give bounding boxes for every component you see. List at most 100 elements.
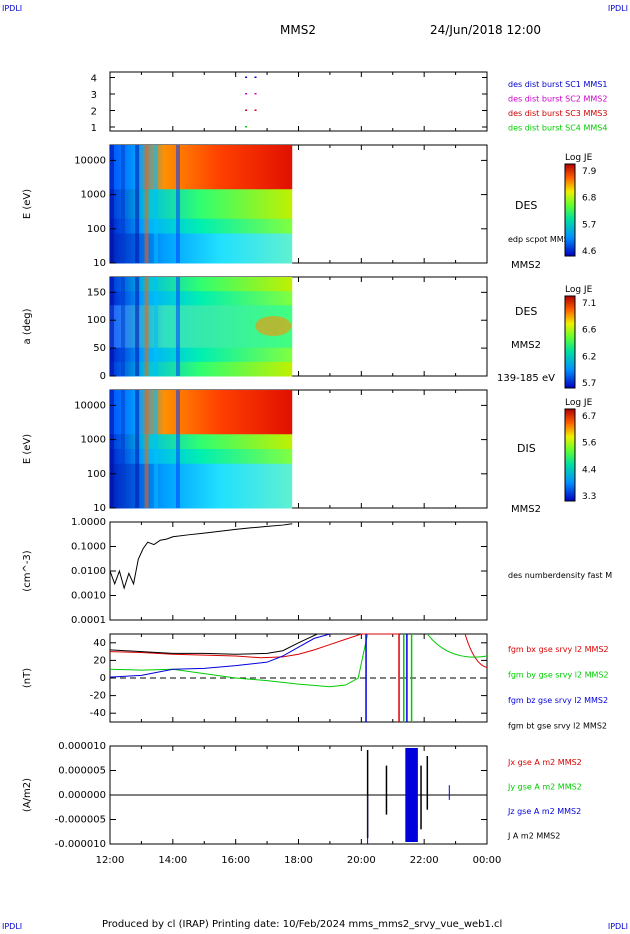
x-tick-label: 00:00 xyxy=(473,855,502,866)
colorbar-tick-label: 5.7 xyxy=(582,379,596,389)
colorbar-tick-label: 7.1 xyxy=(582,299,596,309)
right-label: Jz gse A m2 MMS2 xyxy=(507,807,581,816)
colorbar-tick-label: 4.4 xyxy=(582,465,597,475)
availability-mark xyxy=(254,109,257,111)
y-tick-label: 2 xyxy=(91,107,97,118)
y-tick-label: 1000 xyxy=(81,435,106,446)
colorbar xyxy=(564,408,576,502)
spectrogram-stripe xyxy=(144,390,149,508)
right-label: J A m2 MMS2 xyxy=(507,832,560,841)
spectrogram-stripe xyxy=(110,277,114,376)
spectrogram-stripe xyxy=(110,390,114,508)
colorbar-tick-label: 6.8 xyxy=(582,194,597,204)
y-tick-label: 1 xyxy=(91,123,97,134)
colorbar-title: Log JE xyxy=(565,398,593,408)
y-tick-label: 40 xyxy=(93,638,106,649)
y-tick-label: -0.000005 xyxy=(55,815,106,826)
colorbar-tick-label: 6.7 xyxy=(582,412,596,422)
x-tick-label: 22:00 xyxy=(410,855,439,866)
corner-label-top-right: IPDLI xyxy=(607,4,628,13)
right-label: des dist burst SC2 MMS2 xyxy=(508,95,607,104)
right-label: MMS2 xyxy=(511,504,541,515)
right-label: fgm bz gse srvy l2 MMS2 xyxy=(508,696,608,705)
availability-mark xyxy=(245,109,248,111)
panel-availability-frame xyxy=(109,71,488,132)
right-label: edp scpot MMS2 xyxy=(508,235,574,244)
spectrogram-stripe xyxy=(175,145,180,263)
footer-credits: Produced by cl (IRAP) Printing date: 10/… xyxy=(102,919,503,930)
y-tick-label: 4 xyxy=(91,74,97,85)
b-total-line xyxy=(109,633,318,655)
y-tick-label: 0 xyxy=(100,673,106,684)
y-tick-label: 0.0100 xyxy=(71,566,106,577)
b-y-late-line xyxy=(426,633,488,658)
b-y-line xyxy=(109,633,369,688)
spectrogram-stripe xyxy=(120,390,125,508)
right-label: Jy gse A m2 MMS2 xyxy=(507,783,582,792)
y-tick-label: 0 xyxy=(100,371,106,382)
y-tick-label: 20 xyxy=(93,655,106,666)
availability-mark xyxy=(245,126,248,128)
colorbar-title: Log JE xyxy=(565,285,593,295)
corner-label-bottom-right: IPDLI xyxy=(607,922,628,931)
plot-datetime: 24/Jun/2018 12:00 xyxy=(430,23,542,37)
spectrogram-stripe xyxy=(135,390,140,508)
y-axis-label: (nT) xyxy=(22,668,33,688)
right-label: fgm bt gse srvy l2 MMS2 xyxy=(508,722,607,731)
y-tick-label: -0.000010 xyxy=(55,839,106,850)
y-axis-label: (cm^-3) xyxy=(22,550,33,591)
y-tick-label: 10 xyxy=(93,503,106,514)
y-axis-label: E (eV) xyxy=(22,434,33,464)
right-label: DES xyxy=(515,199,537,212)
y-tick-label: 50 xyxy=(93,343,106,354)
b-x-line xyxy=(109,633,400,659)
right-label: des dist burst SC1 MMS1 xyxy=(508,80,607,89)
right-label: DIS xyxy=(517,442,536,455)
y-tick-label: 0.000000 xyxy=(58,790,106,801)
x-tick-label: 20:00 xyxy=(347,855,376,866)
colorbar-title: Log JE xyxy=(565,153,593,163)
b-z-line xyxy=(109,633,331,678)
availability-mark xyxy=(245,93,248,95)
spectrogram-stripe xyxy=(144,277,149,376)
y-tick-label: 10000 xyxy=(74,400,106,411)
right-label: des dist burst SC4 MMS4 xyxy=(508,124,607,133)
colorbar-tick-label: 5.6 xyxy=(582,439,597,449)
x-tick-label: 14:00 xyxy=(158,855,187,866)
spectrogram-stripe xyxy=(110,145,114,263)
colorbar-tick-label: 5.7 xyxy=(582,220,596,230)
colorbar-tick-label: 7.9 xyxy=(582,167,597,177)
right-label: des dist burst SC3 MMS3 xyxy=(508,109,607,118)
spectrogram-stripe xyxy=(175,390,180,508)
current-burst xyxy=(405,748,418,842)
right-label: Jx gse A m2 MMS2 xyxy=(507,758,582,767)
y-tick-label: 100 xyxy=(87,315,106,326)
spectrogram-stripe xyxy=(135,145,140,263)
availability-mark xyxy=(254,76,257,78)
y-tick-label: 1000 xyxy=(81,190,106,201)
spectrogram-stripe xyxy=(153,277,158,376)
colorbar-tick-label: 4.6 xyxy=(582,247,597,257)
y-tick-label: 100 xyxy=(87,469,106,480)
y-axis-label: E (eV) xyxy=(22,189,33,219)
y-tick-label: 150 xyxy=(87,287,106,298)
x-tick-label: 18:00 xyxy=(284,855,313,866)
y-tick-label: 10 xyxy=(93,258,106,269)
x-tick-label: 12:00 xyxy=(96,855,125,866)
plot-title: MMS2 xyxy=(280,23,316,37)
y-tick-label: 100 xyxy=(87,224,106,235)
y-axis-label: (A/m2) xyxy=(22,778,33,812)
y-tick-label: 10000 xyxy=(74,155,106,166)
panel-density-frame xyxy=(109,521,488,621)
corner-label-top-left: IPDLI xyxy=(2,4,23,13)
colorbar-tick-label: 6.2 xyxy=(582,352,596,362)
y-tick-label: -40 xyxy=(90,708,106,719)
right-label: DES xyxy=(515,305,537,318)
y-tick-label: 1.0000 xyxy=(71,517,106,528)
colorbar xyxy=(564,163,576,257)
right-label: 139-185 eV xyxy=(497,373,555,384)
spectrogram-stripe xyxy=(144,145,149,263)
spectrogram-stripe xyxy=(153,145,158,263)
spectrogram-stripe xyxy=(120,145,125,263)
